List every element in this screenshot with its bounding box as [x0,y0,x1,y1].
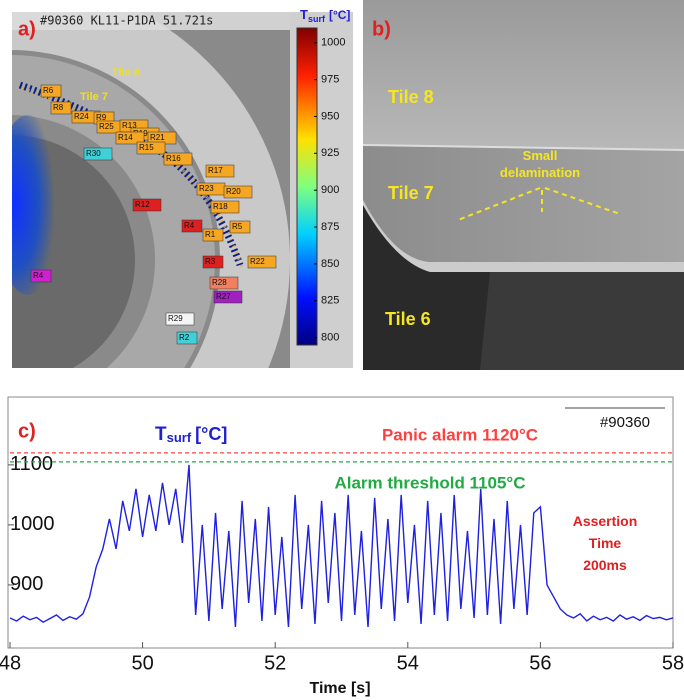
data-line [9,464,674,628]
region-label: R28 [212,278,227,287]
colorbar-title-part: T [300,7,308,22]
colorbar-tick-label: 875 [321,221,339,233]
colorbar-title-part: [°C] [329,8,350,22]
y-tick-label: 900 [10,573,43,595]
region-label: R6 [43,86,54,95]
region-label: R3 [205,257,216,266]
region-box [247,255,277,269]
region-box [163,152,193,166]
region-label: R4 [184,221,195,230]
region-box [229,220,251,234]
region-box [223,185,253,199]
region-label: R1 [205,230,216,239]
legend-label: Tsurf [°C] [155,424,227,446]
region-box [202,228,224,242]
assertion-note: Assertion Time 200ms [572,513,638,573]
x-axis-label: Time [s] [309,680,370,697]
tile-label: Tile 8 [112,67,140,79]
colorbar-tick-label: 850 [321,258,339,270]
region-label: R30 [86,149,101,158]
x-tick-label: 56 [529,652,551,674]
panel-label: b) [372,18,391,40]
region-box [181,219,203,233]
photo-annotation: Small delamination [499,148,581,180]
y-tick-label: 1100 [10,453,53,475]
region-label: R17 [208,166,223,175]
region-label: R24 [74,112,89,121]
region-box [83,147,113,161]
image-header: #90360 KL11-P1DA 51.721s [40,14,213,28]
region-box [30,269,52,283]
tile-label: Tile 6 [385,309,431,329]
region-label: R22 [250,257,265,266]
region-label: R4 [33,271,44,280]
region-box [209,276,239,290]
region-label: R2 [179,333,190,342]
region-label: R18 [213,202,228,211]
region-label: R9 [96,113,107,122]
colorbar-title: Tsurf [°C] [300,7,350,24]
colorbar-title-part: surf [308,14,326,24]
panel-label: c) [18,420,36,442]
region-box [40,84,62,98]
region-label: R15 [139,143,154,152]
region-box [202,255,224,269]
region-label: R23 [199,184,214,193]
colorbar-tick-label: 800 [321,332,339,344]
region-box [205,164,235,178]
legend-label-part: surf [167,430,192,445]
region-label: R12 [135,200,150,209]
x-tick-label: 52 [264,652,286,674]
region-box [136,141,166,155]
x-tick-label: 48 [0,652,21,674]
region-box [210,200,240,214]
colorbar-tick-label: 925 [321,147,339,159]
region-label: R8 [53,103,64,112]
region-label: R16 [166,154,181,163]
tile-label: Tile 7 [388,183,434,203]
x-tick-label: 58 [662,652,684,674]
colorbar-tick-label: 825 [321,295,339,307]
shot-number: #90360 [600,414,650,431]
tile-label: Tile 7 [80,91,108,103]
region-label: R20 [226,187,241,196]
colorbar-tick-label: 900 [321,184,339,196]
region-label: R21 [150,133,165,142]
region-box [50,101,72,115]
threshold-label: Alarm threshold 1105°C [334,473,525,492]
region-box [176,331,198,345]
x-tick-label: 50 [131,652,153,674]
legend-label-part: [°C] [195,424,227,444]
region-label: R14 [118,133,133,142]
tile-label: Tile 8 [388,87,434,107]
legend-label-part: T [155,424,167,445]
panel-label: a) [18,18,36,40]
region-box [132,198,162,212]
colorbar-tick-label: 950 [321,110,339,122]
x-tick-label: 54 [397,652,419,674]
colorbar-tick-label: 1000 [321,37,345,49]
region-label: R13 [122,121,137,130]
region-label: R29 [168,314,183,323]
region-label: R5 [232,222,243,231]
colorbar-tick-label: 975 [321,74,339,86]
region-label: R25 [99,122,114,131]
photo [363,0,684,370]
y-tick-label: 1000 [10,513,55,535]
region-label: R27 [216,292,231,301]
region-box [213,290,243,304]
threshold-label: Panic alarm 1120°C [382,425,538,444]
region-box [115,131,145,145]
region-box [165,312,195,326]
